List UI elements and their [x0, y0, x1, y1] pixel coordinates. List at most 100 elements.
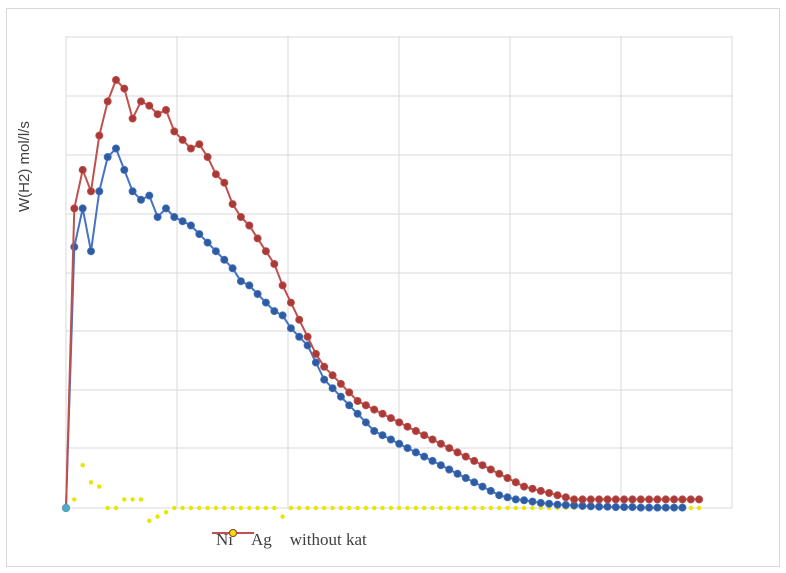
data-point-ni [478, 482, 487, 491]
data-point-ni [120, 165, 129, 174]
data-point-ni [495, 491, 504, 500]
data-point-ni [553, 500, 562, 509]
data-point-ni [220, 255, 229, 264]
data-point-ni [286, 324, 295, 333]
data-point-ni [112, 144, 121, 153]
data-point-without-kat [213, 505, 219, 511]
data-point-ag [436, 439, 445, 448]
data-point-ni [245, 281, 254, 290]
data-point-ni [295, 332, 304, 341]
data-point-without-kat [363, 505, 369, 511]
data-point-ni [436, 461, 445, 470]
data-point-ag [403, 422, 412, 431]
data-point-without-kat [322, 505, 327, 511]
data-point-without-kat [430, 505, 435, 511]
data-point-ni [628, 503, 637, 512]
series-without-kat [63, 463, 702, 523]
data-point-without-kat [88, 480, 94, 485]
data-point-ag [170, 127, 179, 136]
data-point-ag [161, 106, 170, 115]
data-point-without-kat [380, 505, 385, 511]
data-point-ag [695, 495, 704, 504]
data-point-without-kat [472, 505, 477, 511]
data-point-ni [395, 439, 404, 448]
data-point-ag [386, 414, 395, 423]
data-point-ni [153, 212, 162, 221]
chart-area [6, 8, 780, 567]
data-point-without-kat [488, 505, 493, 511]
data-point-without-kat [688, 505, 693, 511]
data-point-ni [653, 503, 662, 512]
data-point-ag [478, 461, 487, 470]
data-point-without-kat [422, 505, 427, 511]
data-point-ag [595, 495, 604, 504]
data-point-ni [228, 264, 237, 273]
data-point-without-kat [347, 505, 352, 511]
data-point-without-kat [155, 514, 160, 519]
data-point-without-kat [696, 505, 702, 511]
data-point-ni [520, 496, 529, 505]
data-point-ni [145, 191, 154, 200]
data-point-ag [220, 178, 229, 187]
legend-swatch-without-kat [230, 530, 236, 536]
data-point-ni [503, 493, 512, 502]
data-point-ni [328, 384, 337, 393]
data-point-without-kat [230, 505, 235, 511]
y-axis-label: W(H2) mol/l/s [16, 121, 33, 212]
data-point-ag [328, 371, 337, 380]
data-point-ag [611, 495, 620, 504]
data-point-ag [311, 349, 320, 358]
data-point-ni [545, 499, 554, 508]
data-point-ag [195, 140, 204, 149]
data-point-ni [361, 418, 370, 427]
data-point-ni [453, 469, 462, 478]
data-point-ag [95, 131, 104, 140]
data-point-ag [236, 212, 245, 221]
data-point-ni [95, 187, 104, 196]
data-point-ag [261, 247, 270, 256]
data-point-ni [203, 238, 212, 247]
legend: Ni Ag without kat [210, 526, 373, 554]
data-point-without-kat [147, 518, 152, 523]
data-point-ag [136, 97, 145, 106]
data-point-without-kat [80, 463, 85, 468]
data-point-ag [428, 435, 437, 444]
data-point-without-kat [438, 505, 444, 511]
data-point-without-kat [238, 505, 244, 511]
data-point-ni [270, 307, 279, 316]
series-line-ag [65, 78, 700, 509]
data-point-without-kat [263, 505, 269, 511]
y-axis-label-container: W(H2) mol/l/s [14, 100, 34, 220]
data-point-ag [361, 401, 370, 410]
data-point-without-kat [530, 505, 535, 511]
data-point-without-kat [188, 505, 194, 511]
data-point-ni [511, 495, 520, 504]
data-point-ag [128, 114, 137, 123]
data-point-ni [670, 503, 679, 512]
data-point-ag [528, 484, 537, 493]
data-point-ag [303, 332, 312, 341]
data-point-ag [561, 493, 570, 502]
data-point-ag [270, 259, 279, 268]
data-point-ag [461, 452, 470, 461]
data-point-ni [420, 452, 429, 461]
data-point-ag [370, 405, 379, 414]
data-point-ag [470, 456, 479, 465]
data-point-ni [195, 230, 204, 239]
data-point-ni [411, 448, 420, 457]
data-point-without-kat [413, 505, 419, 511]
data-point-ni [211, 247, 220, 256]
data-point-without-kat [247, 505, 252, 511]
data-point-ag [603, 495, 612, 504]
data-point-ni [353, 409, 362, 418]
data-point-ni [320, 375, 329, 384]
data-point-ag [411, 426, 420, 435]
data-point-ni [370, 426, 379, 435]
data-point-without-kat [180, 505, 185, 511]
data-point-ag [278, 281, 287, 290]
data-point-without-kat [497, 505, 502, 511]
data-point-ni [186, 221, 195, 230]
data-point-without-kat [338, 505, 344, 511]
data-point-ni [661, 503, 670, 512]
